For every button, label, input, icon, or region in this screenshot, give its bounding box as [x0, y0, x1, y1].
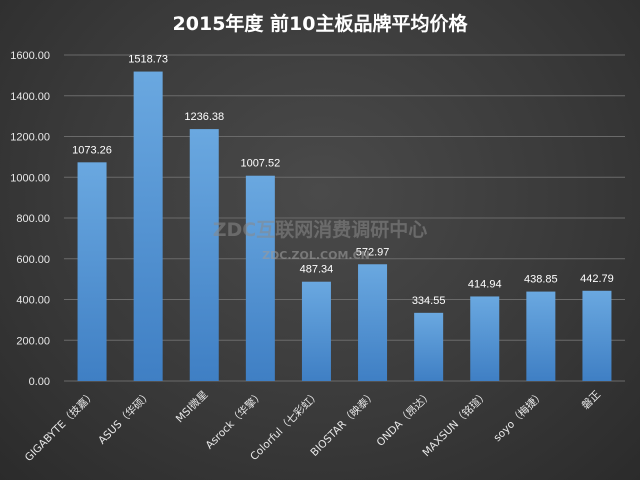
bar: [77, 162, 107, 381]
data-label: 1007.52: [240, 158, 280, 170]
y-tick-label: 800.00: [16, 213, 50, 225]
bars: [77, 71, 612, 381]
x-tick-label: 磐正: [579, 388, 603, 412]
x-tick-label: GIGABYTE（技嘉）: [22, 388, 98, 464]
data-label: 572.97: [356, 246, 390, 258]
bar: [358, 264, 388, 381]
watermark-text: ZDC互联网消费调研中心: [213, 218, 428, 241]
watermark-url: ZDC.ZOL.COM.CN: [262, 249, 370, 262]
data-labels: 1073.26 1518.73 1236.38 1007.52 487.34 572.97…: [72, 54, 614, 307]
y-tick-label: 1000.00: [10, 172, 50, 184]
bar: [189, 129, 219, 381]
chart-title: 2015年度 前10主板品牌平均价格: [173, 12, 469, 35]
data-label: 334.55: [412, 295, 446, 307]
x-tick-label: MSI微星: [173, 388, 210, 425]
y-tick-label: 600.00: [16, 254, 50, 266]
y-tick-label: 200.00: [16, 335, 50, 347]
x-tick-label: ONDA（昂达）: [375, 389, 435, 449]
x-tick-label: ASUS（华硕）: [95, 388, 154, 447]
bar: [470, 296, 500, 381]
y-tick-label: 0.00: [29, 376, 50, 388]
bar: [301, 281, 331, 381]
y-tick-label: 1400.00: [10, 91, 50, 103]
data-label: 1073.26: [72, 144, 112, 156]
x-tick-label: soyo（梅捷）: [491, 388, 547, 444]
x-tick-label: Asrock（华擎）: [203, 388, 267, 452]
data-label: 438.85: [524, 274, 558, 286]
y-tick-label: 400.00: [16, 295, 50, 307]
y-tick-label: 1600.00: [10, 50, 50, 62]
data-label: 1236.38: [184, 111, 224, 123]
bar: [414, 312, 444, 381]
bar: [245, 175, 275, 381]
bar: [133, 71, 163, 381]
data-label: 442.79: [580, 273, 614, 285]
y-tick-label: 1200.00: [10, 132, 50, 144]
bar: [582, 290, 612, 381]
x-axis-ticks: GIGABYTE（技嘉）ASUS（华硕） MSI微星Asrock（华擎）Color…: [22, 388, 603, 464]
bar: [526, 291, 556, 381]
data-label: 1518.73: [128, 54, 168, 66]
y-axis-ticks: 0.00 200.00 400.00 600.00 800.00 1000.00 1200.…: [10, 50, 50, 388]
data-label: 487.34: [300, 264, 334, 276]
data-label: 414.94: [468, 278, 502, 290]
